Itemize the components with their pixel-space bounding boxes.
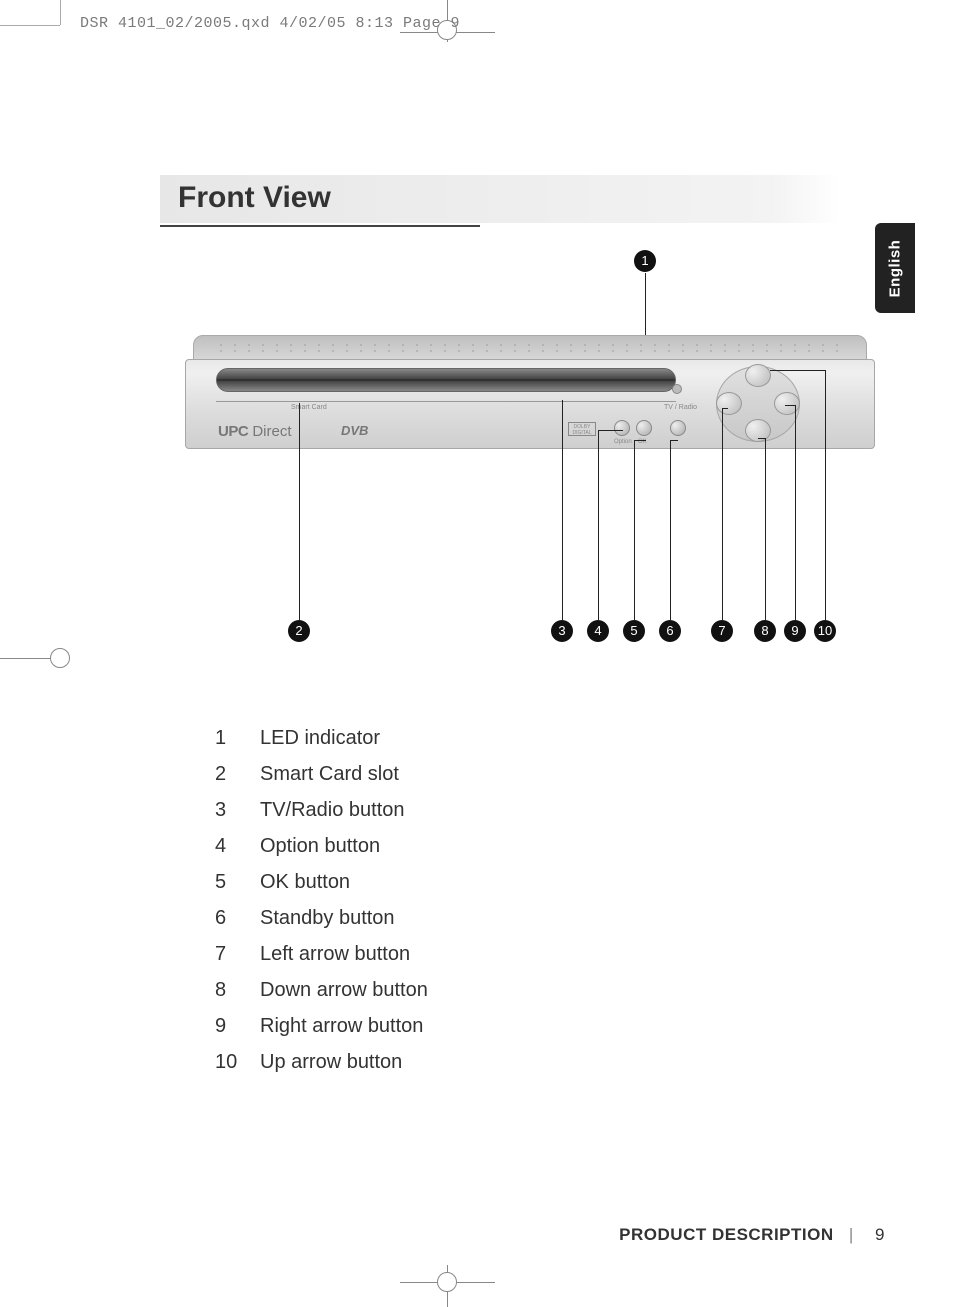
page-footer: PRODUCT DESCRIPTION | 9 bbox=[619, 1225, 885, 1245]
legend-item: 10Up arrow button bbox=[215, 1044, 428, 1080]
legend-list: 1LED indicator 2Smart Card slot 3TV/Radi… bbox=[215, 720, 428, 1080]
callout-line bbox=[598, 430, 623, 431]
legend-item: 7Left arrow button bbox=[215, 936, 428, 972]
dpad bbox=[714, 364, 802, 444]
callout-line bbox=[634, 440, 635, 620]
callout-line bbox=[562, 400, 563, 620]
disc-slot bbox=[216, 368, 676, 392]
device-front: Smart Card TV / Radio UPC Direct DVB DOL… bbox=[185, 335, 875, 450]
device-diagram: 1 Smart Card TV / Radio UPC Direct DVB D… bbox=[160, 250, 880, 680]
heading-underline bbox=[160, 225, 480, 227]
standby-button bbox=[670, 420, 686, 436]
callout-2: 2 bbox=[288, 620, 310, 642]
callout-line bbox=[785, 405, 795, 406]
footer-sep: | bbox=[849, 1225, 854, 1244]
callout-6: 6 bbox=[659, 620, 681, 642]
page-frame: Front View English 1 Smart Card TV / Rad… bbox=[60, 25, 955, 1305]
legend-item: 2Smart Card slot bbox=[215, 756, 428, 792]
footer-section: PRODUCT DESCRIPTION bbox=[619, 1225, 833, 1244]
legend-item: 1LED indicator bbox=[215, 720, 428, 756]
smart-card-slot bbox=[216, 401, 676, 402]
callout-9: 9 bbox=[784, 620, 806, 642]
right-arrow-button bbox=[774, 392, 800, 415]
callout-line bbox=[795, 405, 796, 620]
footer-page: 9 bbox=[875, 1225, 885, 1244]
legend-item: 3TV/Radio button bbox=[215, 792, 428, 828]
callout-line bbox=[722, 408, 728, 409]
ok-button bbox=[636, 420, 652, 436]
callout-line bbox=[670, 440, 671, 620]
callout-5: 5 bbox=[623, 620, 645, 642]
legend-item: 9Right arrow button bbox=[215, 1008, 428, 1044]
up-arrow-button bbox=[745, 364, 771, 387]
dolby-logo: DOLBYDIGITAL bbox=[568, 422, 596, 436]
crop-mark bbox=[0, 25, 60, 26]
callout-line bbox=[598, 430, 599, 620]
callout-4: 4 bbox=[587, 620, 609, 642]
tv-radio-label: TV / Radio bbox=[664, 404, 697, 411]
language-tab: English bbox=[875, 223, 915, 313]
callout-line bbox=[634, 440, 646, 441]
callout-line bbox=[825, 370, 826, 620]
callout-1: 1 bbox=[634, 250, 656, 272]
device-body: Smart Card TV / Radio UPC Direct DVB DOL… bbox=[185, 359, 875, 449]
callout-line bbox=[299, 403, 300, 620]
brand-label: UPC Direct bbox=[218, 423, 292, 440]
dvb-logo: DVB bbox=[341, 423, 368, 438]
callout-line bbox=[758, 438, 766, 439]
callout-3: 3 bbox=[551, 620, 573, 642]
callout-line bbox=[722, 408, 723, 620]
legend-item: 6Standby button bbox=[215, 900, 428, 936]
legend-item: 8Down arrow button bbox=[215, 972, 428, 1008]
callout-8: 8 bbox=[754, 620, 776, 642]
callout-line bbox=[765, 438, 766, 620]
legend-item: 4Option button bbox=[215, 828, 428, 864]
smart-card-label: Smart Card bbox=[291, 404, 327, 411]
left-arrow-button bbox=[716, 392, 742, 415]
callout-line bbox=[670, 440, 678, 441]
led-indicator bbox=[672, 384, 682, 394]
option-label: Option bbox=[614, 439, 632, 445]
callout-7: 7 bbox=[711, 620, 733, 642]
callout-10: 10 bbox=[814, 620, 836, 642]
legend-item: 5OK button bbox=[215, 864, 428, 900]
callout-line bbox=[770, 370, 826, 371]
option-button bbox=[614, 420, 630, 436]
device-top bbox=[193, 335, 867, 361]
language-label: English bbox=[887, 239, 904, 297]
page-title: Front View bbox=[160, 175, 840, 223]
crop-mark bbox=[60, 0, 61, 25]
